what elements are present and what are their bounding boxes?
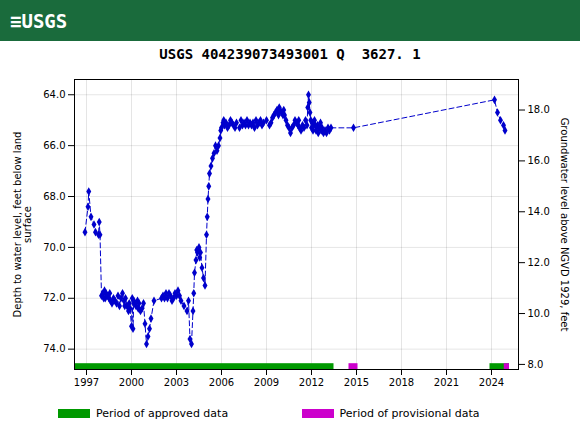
svg-text:2003: 2003 (164, 377, 189, 388)
svg-text:74.0: 74.0 (43, 343, 65, 354)
svg-text:2000: 2000 (119, 377, 144, 388)
svg-text:68.0: 68.0 (43, 191, 65, 202)
svg-text:2021: 2021 (434, 377, 459, 388)
svg-text:2015: 2015 (344, 377, 369, 388)
svg-text:70.0: 70.0 (43, 242, 65, 253)
html-text:Period of provisional data: Period of provisional data (339, 407, 480, 420)
svg-text:Depth to water level, feet bel: Depth to water level, feet below landsur… (12, 132, 33, 318)
html-text:USGS 404239073493001 Q 3627. 1: USGS 404239073493001 Q 3627. 1 (159, 46, 421, 62)
svg-text:18.0: 18.0 (528, 104, 550, 115)
svg-text:2024: 2024 (479, 377, 504, 388)
svg-text:2012: 2012 (299, 377, 324, 388)
svg-text:2009: 2009 (254, 377, 279, 388)
svg-text:2006: 2006 (209, 377, 234, 388)
svg-text:66.0: 66.0 (43, 140, 65, 151)
svg-text:10.0: 10.0 (528, 308, 550, 319)
svg-text:8.0: 8.0 (528, 359, 544, 370)
svg-text:72.0: 72.0 (43, 292, 65, 303)
html-text:Period of approved data: Period of approved data (96, 407, 229, 420)
svg-text:12.0: 12.0 (528, 257, 550, 268)
svg-text:64.0: 64.0 (43, 89, 65, 100)
svg-text:16.0: 16.0 (528, 155, 550, 166)
svg-text:14.0: 14.0 (528, 206, 550, 217)
svg-text:Groundwater level above NGVD 1: Groundwater level above NGVD 1929, feet (559, 118, 570, 332)
svg-text:1997: 1997 (74, 377, 99, 388)
html-text:≡USGS: ≡USGS (10, 9, 68, 32)
svg-text:2018: 2018 (389, 377, 414, 388)
